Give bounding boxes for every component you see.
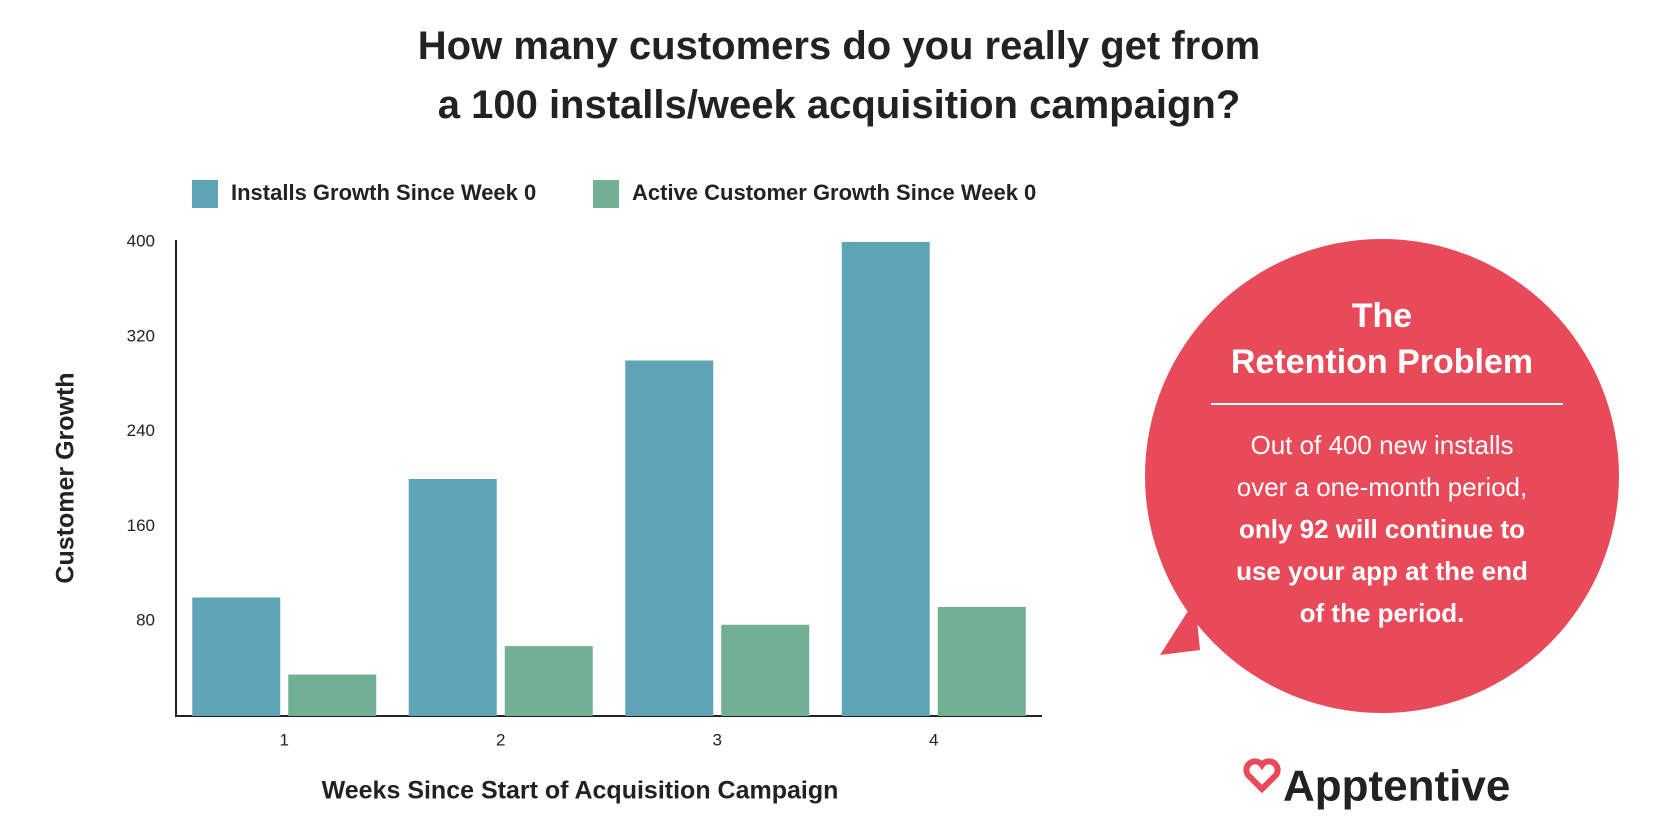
x-tick-label: 3 bbox=[713, 730, 722, 749]
callout-text-bold: only 92 will continue to use your app at… bbox=[1236, 514, 1528, 628]
legend-label: Active Customer Growth Since Week 0 bbox=[632, 180, 1036, 205]
legend-swatch bbox=[192, 180, 218, 208]
callout-text: Out of 400 new installs over a one-month… bbox=[1236, 430, 1528, 502]
bar bbox=[841, 242, 930, 716]
y-tick-label: 240 bbox=[127, 421, 155, 440]
bar bbox=[937, 606, 1026, 716]
bar bbox=[288, 674, 377, 716]
x-axis-label: Weeks Since Start of Acquisition Campaig… bbox=[322, 777, 839, 805]
x-tick-label: 4 bbox=[929, 730, 938, 749]
y-tick-label: 80 bbox=[136, 611, 155, 630]
bar bbox=[504, 646, 593, 716]
y-tick-label: 320 bbox=[127, 326, 155, 345]
bar bbox=[721, 624, 810, 716]
callout-bubble bbox=[1145, 239, 1619, 713]
callout-body: Out of 400 new installs over a one-month… bbox=[1222, 424, 1542, 634]
legend-label: Installs Growth Since Week 0 bbox=[231, 180, 536, 205]
x-tick-label: 2 bbox=[496, 730, 505, 749]
chart-title: How many customers do you really get fro… bbox=[418, 24, 1260, 127]
y-axis-label: Customer Growth bbox=[52, 372, 80, 583]
bar bbox=[625, 360, 714, 716]
callout-title: The Retention Problem bbox=[1222, 293, 1542, 385]
y-tick-label: 160 bbox=[127, 516, 155, 535]
callout-title-line: Retention Problem bbox=[1230, 343, 1534, 381]
y-tick-label: 400 bbox=[127, 231, 155, 250]
bar bbox=[192, 597, 281, 716]
legend-swatch bbox=[593, 180, 619, 208]
x-tick-label: 1 bbox=[280, 730, 289, 749]
callout-title-line: The bbox=[1351, 297, 1413, 335]
logo-icon bbox=[1243, 758, 1281, 794]
bar bbox=[408, 479, 497, 716]
logo: Apptentive bbox=[1283, 762, 1510, 811]
